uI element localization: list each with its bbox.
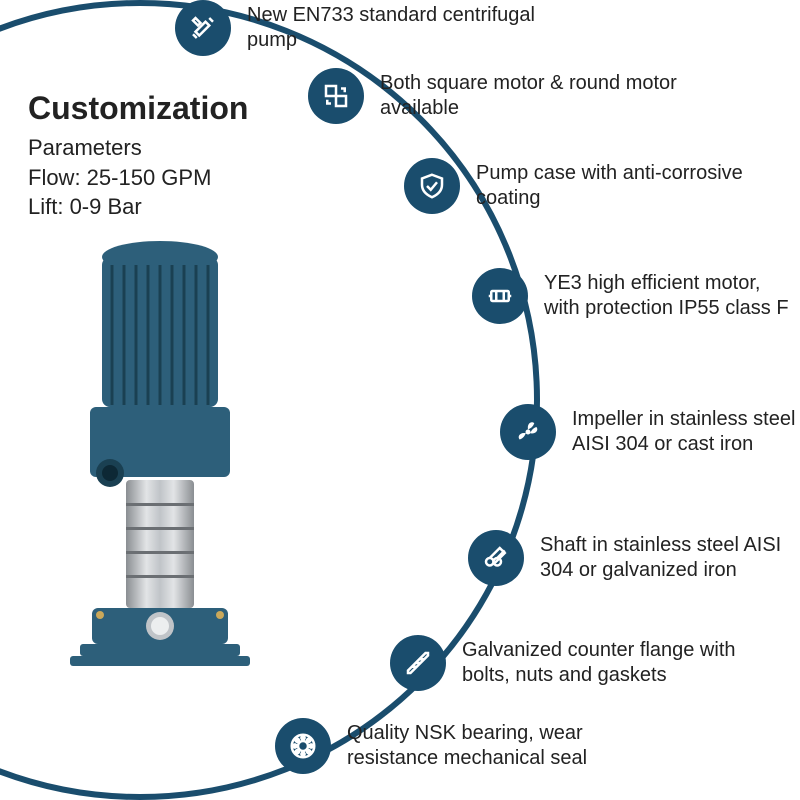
feature-item: Quality NSK bearing, wear resistance mec… [275,718,647,774]
flange-icon [390,635,446,691]
motor-icon [472,268,528,324]
feature-label: New EN733 standard centrifugal pump [247,3,547,53]
title: Customization [28,90,248,127]
feature-label: Quality NSK bearing, wear resistance mec… [347,721,647,771]
feature-item: Pump case with anti-corrosive coating [404,158,776,214]
fan-icon [500,404,556,460]
parameter-flow: Flow: 25-150 GPM [28,163,248,193]
feature-item: New EN733 standard centrifugal pump [175,0,547,56]
bearing-icon [275,718,331,774]
rotate-icon [308,68,364,124]
feature-label: YE3 high efficient motor, with protectio… [544,271,800,321]
feature-label: Impeller in stainless steel AISI 304 or … [572,407,800,457]
feature-label: Galvanized counter flange with bolts, nu… [462,638,762,688]
feature-label: Pump case with anti-corrosive coating [476,161,776,211]
feature-item: Impeller in stainless steel AISI 304 or … [500,404,800,460]
pump-image [60,235,260,675]
tools-icon [175,0,231,56]
parameters-label: Parameters [28,133,248,163]
feature-item: Both square motor & round motor availabl… [308,68,680,124]
feature-item: YE3 high efficient motor, with protectio… [472,268,800,324]
feature-item: Galvanized counter flange with bolts, nu… [390,635,762,691]
customization-block: Customization Parameters Flow: 25-150 GP… [28,90,248,222]
shield-icon [404,158,460,214]
parameter-lift: Lift: 0-9 Bar [28,192,248,222]
rods-icon [468,530,524,586]
feature-label: Shaft in stainless steel AISI 304 or gal… [540,533,800,583]
feature-item: Shaft in stainless steel AISI 304 or gal… [468,530,800,586]
feature-label: Both square motor & round motor availabl… [380,71,680,121]
